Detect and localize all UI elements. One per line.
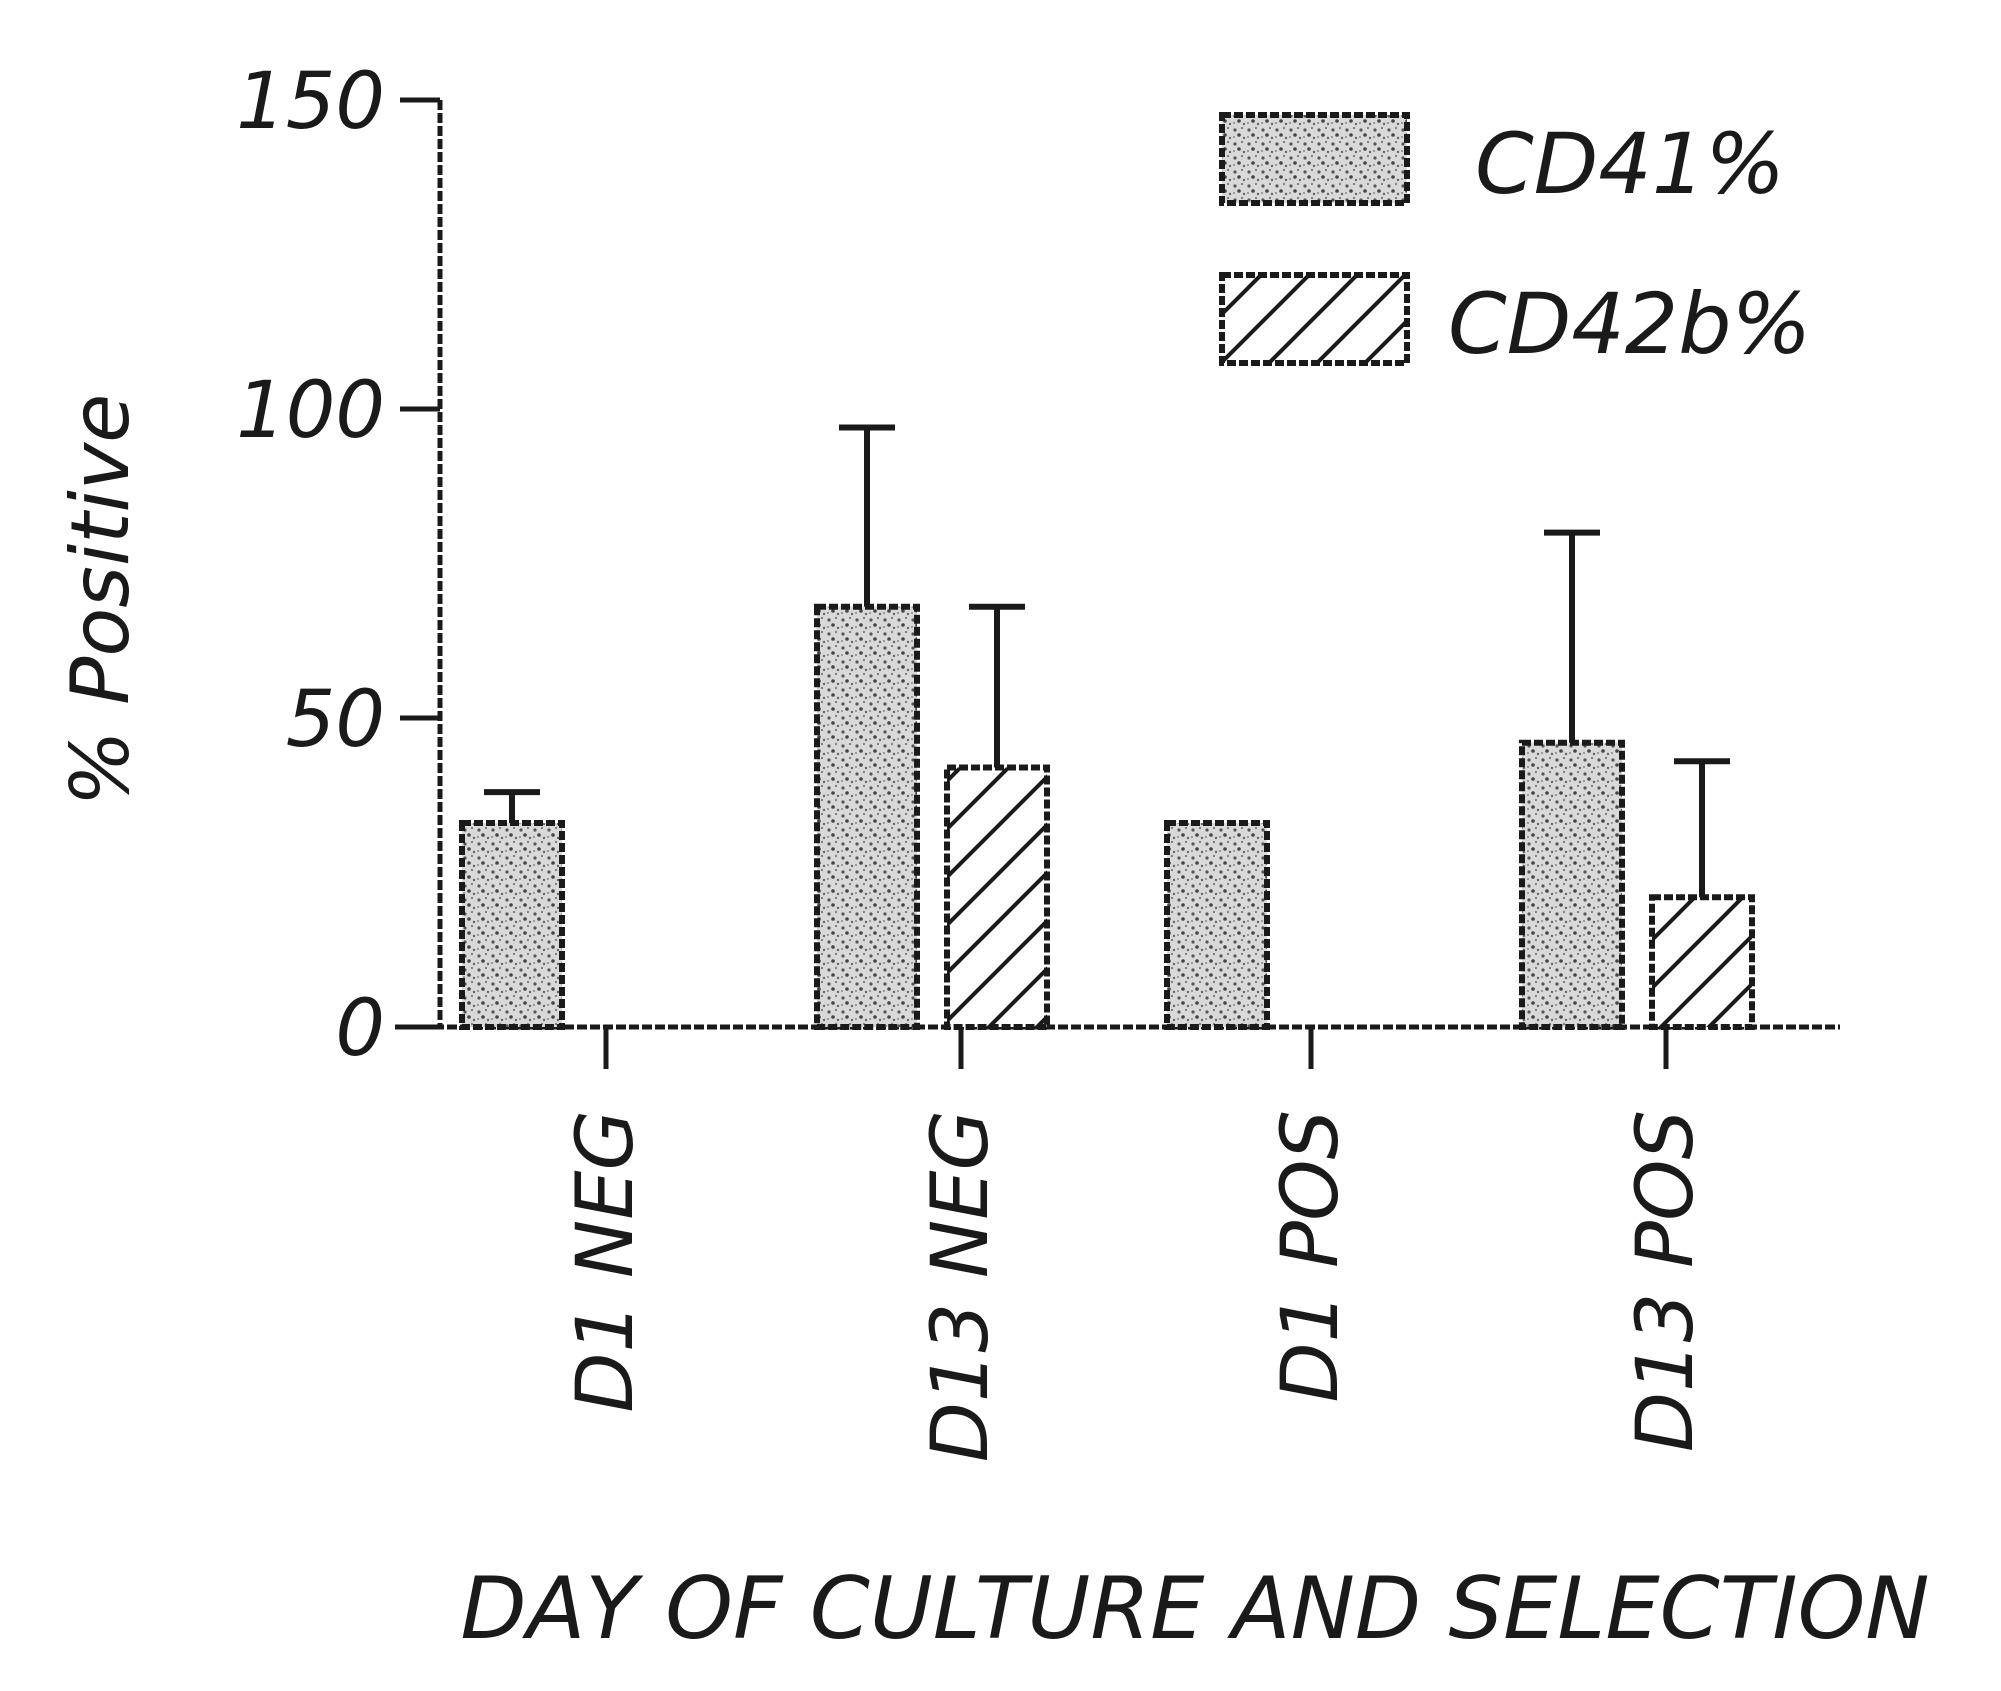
y-tick-label-100: 100 [236,366,385,456]
legend-swatch-cd42b [1222,275,1407,363]
bar-d1-neg-cd41 [462,823,562,1027]
legend: CD41% CD42b% [1222,115,1811,373]
y-axis-title: % Positive [54,394,147,807]
error-bar-d13-pos-cd42b [1674,761,1730,897]
y-tick-label-0: 0 [335,984,385,1074]
x-axis-title: DAY OF CULTURE AND SELECTION [460,1559,1929,1659]
legend-label-cd41: CD41% [1475,115,1785,213]
x-ticks [606,1027,1666,1069]
y-ticks: 0 50 100 150 [236,57,440,1074]
error-bar-d1-neg-cd41 [484,792,540,823]
error-bar-d13-pos-cd41 [1544,533,1600,743]
category-label-d13-pos: D13 POS [1621,1110,1711,1452]
category-label-d1-pos: D1 POS [1266,1110,1356,1402]
bar-d1-pos-cd41 [1167,823,1267,1027]
legend-swatch-cd41 [1222,115,1407,203]
bar-d13-pos-cd42b [1652,897,1752,1027]
bar-d13-neg-cd41 [817,607,917,1027]
y-tick-label-50: 50 [286,675,385,765]
y-tick-label-150: 150 [236,57,385,147]
legend-label-cd42b: CD42b% [1448,275,1811,373]
bars [462,607,1752,1027]
error-bar-d13-neg-cd41 [839,428,895,607]
bar-d13-neg-cd42b [947,767,1047,1027]
bar-d13-pos-cd41 [1522,743,1622,1027]
category-label-d1-neg: D1 NEG [561,1110,651,1413]
category-labels: D1 NEG D13 NEG D1 POS D13 POS [561,1110,1711,1462]
error-bar-d13-neg-cd42b [969,607,1025,768]
category-label-d13-neg: D13 NEG [916,1110,1006,1462]
